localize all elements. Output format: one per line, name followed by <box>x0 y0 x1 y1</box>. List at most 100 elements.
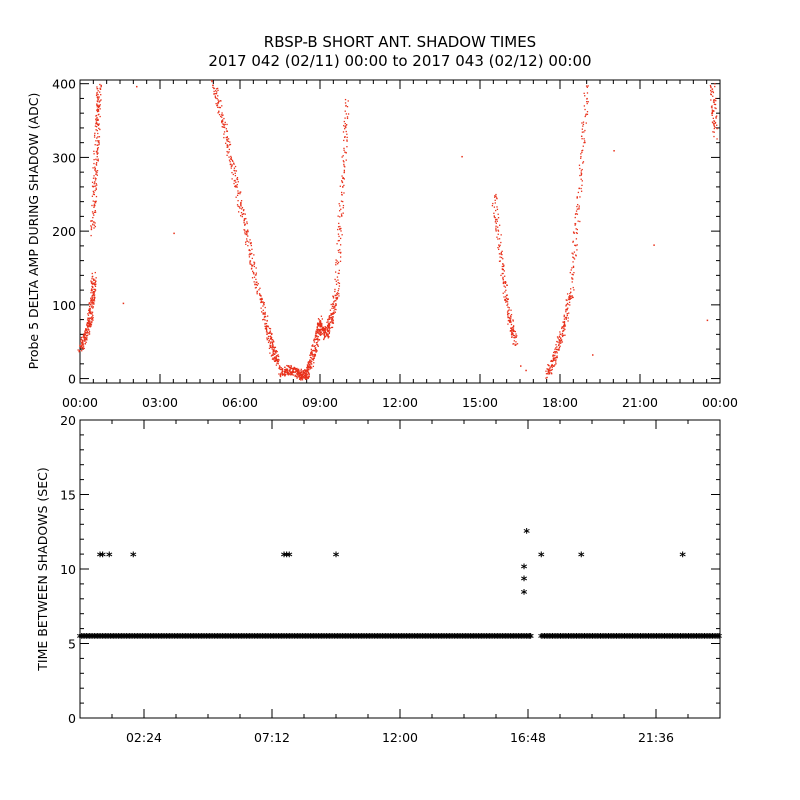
data-point <box>86 339 88 341</box>
data-point <box>266 329 268 331</box>
data-point <box>299 378 302 380</box>
data-point <box>216 91 218 93</box>
data-point <box>337 215 339 217</box>
data-point <box>220 100 222 102</box>
data-point <box>335 303 337 305</box>
data-point <box>585 114 587 116</box>
data-point <box>579 220 581 223</box>
data-point <box>317 331 319 333</box>
asterisk-marker: * <box>97 549 104 564</box>
data-point <box>344 98 347 101</box>
data-point <box>239 207 241 209</box>
data-point <box>309 366 312 368</box>
data-point <box>290 371 292 374</box>
asterisk-marker: * <box>157 630 164 645</box>
data-point <box>322 327 325 330</box>
data-point <box>319 320 322 322</box>
data-point <box>88 302 91 304</box>
data-point <box>84 343 86 345</box>
asterisk-marker: * <box>480 630 487 645</box>
data-point <box>334 306 336 308</box>
data-point <box>567 307 569 309</box>
data-point <box>331 316 333 319</box>
asterisk-marker: * <box>567 630 574 645</box>
data-point <box>551 373 553 375</box>
y-tick-label: 100 <box>52 298 76 313</box>
data-point <box>88 331 90 334</box>
data-point <box>216 102 219 104</box>
data-point <box>332 305 334 307</box>
data-point <box>509 330 512 332</box>
data-point <box>229 163 231 166</box>
data-point <box>81 342 83 344</box>
asterisk-marker: * <box>690 630 697 645</box>
data-point <box>322 328 324 330</box>
data-point <box>238 206 241 208</box>
data-point <box>279 375 281 377</box>
data-point <box>275 356 277 358</box>
data-point <box>94 211 97 213</box>
data-point <box>320 331 323 333</box>
data-point <box>81 341 84 343</box>
data-point <box>498 245 501 248</box>
data-point <box>94 271 96 274</box>
chart-title: RBSP-B SHORT ANT. SHADOW TIMES <box>263 33 537 51</box>
data-point <box>314 348 317 350</box>
data-point <box>584 141 586 144</box>
data-point <box>284 375 286 377</box>
data-point <box>553 365 555 367</box>
data-point <box>307 361 310 363</box>
data-point <box>332 318 334 321</box>
data-point <box>571 281 573 283</box>
asterisk-marker: * <box>83 630 90 645</box>
data-point <box>334 305 336 307</box>
data-point <box>327 318 330 320</box>
data-point <box>97 136 99 138</box>
asterisk-marker: * <box>644 630 651 645</box>
data-point <box>300 375 303 377</box>
data-point <box>217 99 219 101</box>
data-point <box>92 167 94 169</box>
data-point <box>93 158 95 161</box>
data-point <box>512 333 514 335</box>
asterisk-marker: * <box>126 630 133 645</box>
data-point <box>95 150 98 153</box>
data-point <box>496 208 499 211</box>
asterisk-marker: * <box>269 630 276 645</box>
asterisk-marker: * <box>634 630 641 645</box>
data-point <box>333 306 335 308</box>
data-point <box>299 376 302 379</box>
data-point <box>336 296 339 299</box>
data-point <box>82 336 84 338</box>
data-point <box>558 348 560 350</box>
data-point <box>525 369 527 372</box>
data-point <box>569 298 571 300</box>
data-point <box>252 272 255 274</box>
data-point <box>284 366 286 368</box>
data-point <box>214 96 217 98</box>
asterisk-marker: * <box>245 630 252 645</box>
asterisk-marker: * <box>418 630 425 645</box>
data-point <box>714 121 717 124</box>
data-point <box>249 260 252 262</box>
asterisk-marker: * <box>583 630 590 645</box>
data-point <box>267 341 270 344</box>
asterisk-marker: * <box>679 630 686 645</box>
data-point <box>260 307 262 309</box>
asterisk-marker: * <box>427 630 434 645</box>
asterisk-marker: * <box>523 525 530 540</box>
asterisk-marker: * <box>698 630 705 645</box>
asterisk-marker: * <box>515 630 522 645</box>
data-point <box>90 324 93 326</box>
asterisk-marker: * <box>540 630 547 645</box>
asterisk-marker: * <box>253 630 260 645</box>
data-point <box>267 326 269 328</box>
data-point <box>280 367 282 369</box>
data-point <box>99 104 101 106</box>
data-point <box>94 284 96 286</box>
data-point <box>568 312 570 314</box>
data-point <box>90 301 92 303</box>
data-point <box>555 347 557 349</box>
asterisk-marker: * <box>317 630 324 645</box>
data-point <box>88 305 91 308</box>
